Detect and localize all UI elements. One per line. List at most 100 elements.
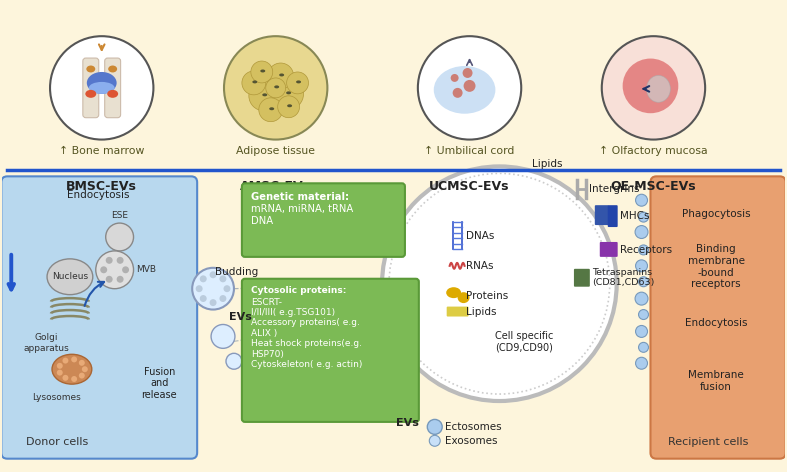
Text: Cytosolic proteins:: Cytosolic proteins: bbox=[251, 286, 346, 295]
Text: Membrane
fusion: Membrane fusion bbox=[688, 371, 744, 392]
Text: Lysosomes: Lysosomes bbox=[32, 393, 81, 402]
Circle shape bbox=[427, 420, 442, 434]
Text: Nucleus: Nucleus bbox=[52, 272, 88, 281]
Ellipse shape bbox=[85, 90, 96, 98]
Circle shape bbox=[382, 167, 617, 401]
Text: Lipids: Lipids bbox=[466, 306, 496, 317]
Circle shape bbox=[266, 78, 286, 98]
Ellipse shape bbox=[87, 72, 116, 94]
Text: EVs: EVs bbox=[397, 418, 419, 428]
Text: MVB: MVB bbox=[136, 265, 157, 274]
Text: Genetic material:: Genetic material: bbox=[251, 192, 349, 202]
Circle shape bbox=[71, 356, 77, 362]
Circle shape bbox=[463, 68, 472, 78]
Text: UCMSC-EVs: UCMSC-EVs bbox=[429, 180, 510, 194]
FancyBboxPatch shape bbox=[2, 177, 198, 459]
Circle shape bbox=[259, 98, 283, 122]
Ellipse shape bbox=[262, 93, 268, 96]
Circle shape bbox=[122, 266, 129, 273]
Circle shape bbox=[602, 36, 705, 140]
Text: Recipient cells: Recipient cells bbox=[668, 437, 748, 447]
Circle shape bbox=[209, 299, 216, 306]
Text: EVs: EVs bbox=[230, 312, 253, 321]
Circle shape bbox=[50, 36, 153, 140]
Text: Adipose tissue: Adipose tissue bbox=[236, 146, 316, 157]
FancyBboxPatch shape bbox=[600, 242, 618, 257]
Ellipse shape bbox=[457, 292, 470, 303]
Circle shape bbox=[638, 342, 648, 352]
Circle shape bbox=[196, 285, 202, 292]
Circle shape bbox=[429, 435, 440, 446]
Text: MHCs: MHCs bbox=[619, 211, 649, 221]
FancyBboxPatch shape bbox=[447, 307, 468, 317]
Ellipse shape bbox=[253, 80, 257, 84]
Text: Budding: Budding bbox=[216, 267, 259, 277]
Ellipse shape bbox=[287, 104, 292, 107]
Text: Lipids: Lipids bbox=[532, 160, 563, 169]
Circle shape bbox=[636, 260, 648, 272]
Circle shape bbox=[636, 194, 648, 206]
Text: Cell specific
(CD9,CD90): Cell specific (CD9,CD90) bbox=[495, 330, 553, 352]
Ellipse shape bbox=[434, 66, 495, 114]
Circle shape bbox=[286, 72, 309, 94]
Ellipse shape bbox=[87, 66, 95, 73]
Ellipse shape bbox=[260, 69, 265, 73]
Circle shape bbox=[105, 276, 113, 283]
Circle shape bbox=[636, 357, 648, 369]
Text: ↑ Olfactory mucosa: ↑ Olfactory mucosa bbox=[599, 146, 708, 157]
Text: Exosomes: Exosomes bbox=[445, 436, 497, 446]
Circle shape bbox=[116, 276, 124, 283]
Text: Tetraspanins
(CD81,CD63): Tetraspanins (CD81,CD63) bbox=[592, 268, 654, 287]
Ellipse shape bbox=[623, 59, 678, 113]
Circle shape bbox=[79, 372, 85, 379]
Circle shape bbox=[220, 295, 227, 302]
Circle shape bbox=[62, 375, 68, 381]
Circle shape bbox=[635, 292, 648, 305]
Text: Endocytosis: Endocytosis bbox=[685, 319, 748, 329]
Ellipse shape bbox=[274, 85, 279, 88]
FancyBboxPatch shape bbox=[105, 58, 120, 118]
Circle shape bbox=[272, 78, 304, 110]
Text: ↑ Bone marrow: ↑ Bone marrow bbox=[59, 146, 145, 157]
Text: Endocytosis: Endocytosis bbox=[67, 190, 129, 200]
Circle shape bbox=[638, 310, 648, 320]
Circle shape bbox=[278, 96, 300, 118]
Circle shape bbox=[200, 295, 207, 302]
Text: BMSC-EVs: BMSC-EVs bbox=[66, 180, 137, 194]
Text: Intergrins: Intergrins bbox=[589, 184, 639, 194]
Circle shape bbox=[224, 285, 231, 292]
Text: mRNA, miRNA, tRNA
DNA: mRNA, miRNA, tRNA DNA bbox=[251, 204, 353, 226]
Text: ↑ Umbilical cord: ↑ Umbilical cord bbox=[424, 146, 515, 157]
Ellipse shape bbox=[47, 259, 93, 295]
Circle shape bbox=[211, 324, 235, 348]
FancyBboxPatch shape bbox=[574, 269, 589, 287]
Text: ESCRT-
I/II/III( e.g.TSG101)
Accessory proteins( e.g.
ALIX )
Heat shock proteins: ESCRT- I/II/III( e.g.TSG101) Accessory p… bbox=[251, 298, 362, 369]
Text: Fusion
and
release: Fusion and release bbox=[142, 367, 177, 400]
Text: Ectosomes: Ectosomes bbox=[445, 422, 501, 432]
Circle shape bbox=[220, 275, 227, 282]
Text: Proteins: Proteins bbox=[466, 291, 508, 301]
Ellipse shape bbox=[646, 76, 671, 102]
Circle shape bbox=[453, 88, 463, 98]
Circle shape bbox=[200, 275, 207, 282]
Circle shape bbox=[636, 326, 648, 337]
Ellipse shape bbox=[108, 66, 117, 73]
Text: Binding
membrane
-bound
receptors: Binding membrane -bound receptors bbox=[688, 244, 745, 289]
Ellipse shape bbox=[296, 80, 301, 84]
FancyBboxPatch shape bbox=[242, 183, 405, 257]
FancyBboxPatch shape bbox=[242, 279, 419, 422]
Ellipse shape bbox=[446, 287, 461, 298]
FancyBboxPatch shape bbox=[651, 177, 785, 459]
Text: Phagocytosis: Phagocytosis bbox=[682, 209, 750, 219]
Circle shape bbox=[105, 257, 113, 264]
Circle shape bbox=[62, 358, 68, 363]
Text: OE-MSC-EVs: OE-MSC-EVs bbox=[611, 180, 696, 194]
FancyBboxPatch shape bbox=[608, 205, 618, 227]
Circle shape bbox=[100, 266, 107, 273]
Circle shape bbox=[71, 376, 77, 382]
Text: DNAs: DNAs bbox=[466, 231, 494, 241]
Circle shape bbox=[451, 74, 459, 82]
FancyBboxPatch shape bbox=[595, 205, 608, 225]
Circle shape bbox=[79, 360, 85, 366]
